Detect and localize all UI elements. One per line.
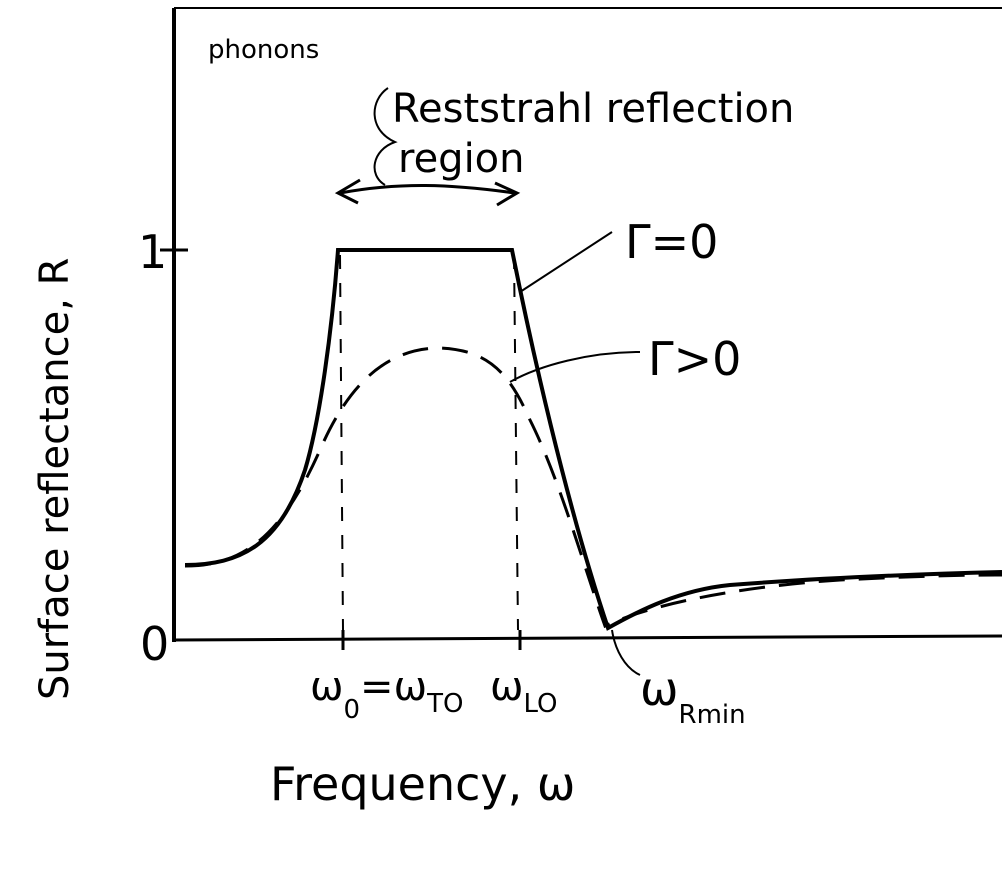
- x-axis: [173, 634, 1002, 642]
- marker-symbol: =ω: [360, 664, 427, 710]
- region-arrow: [339, 184, 516, 195]
- guide-line: [339, 254, 344, 631]
- marker-label: ωLO: [490, 664, 558, 719]
- y-tick-label: 1: [138, 225, 167, 279]
- marker-sub: LO: [524, 689, 558, 719]
- solid-curve: [184, 248, 1002, 631]
- bracket: [373, 87, 398, 186]
- region-label: region: [398, 136, 525, 182]
- curve-label: Γ=0: [625, 215, 718, 269]
- dashed-curve: [184, 346, 1002, 629]
- y-axis-label: Surface reflectance, R: [32, 258, 78, 700]
- marker-sub: Rmin: [679, 700, 746, 730]
- marker-symbol: ω: [310, 664, 344, 710]
- guide-line: [513, 254, 519, 631]
- curve-label: Γ>0: [648, 332, 741, 386]
- x-axis-label: Frequency, ω: [270, 757, 575, 811]
- marker-sub: 0: [344, 695, 361, 725]
- leader-line: [519, 231, 613, 293]
- corner-label: phonons: [208, 35, 319, 65]
- marker-label: ωRmin: [640, 662, 746, 730]
- marker-symbol: ω: [640, 662, 679, 716]
- arrow-heads: [334, 178, 521, 207]
- region-label: Reststrahl reflection: [392, 86, 794, 132]
- marker-label: ω0=ωTO: [310, 664, 463, 725]
- y-tick-label: 0: [140, 617, 169, 671]
- leader-line: [611, 629, 641, 676]
- marker-sub: TO: [426, 689, 463, 719]
- marker-symbol: ω: [490, 664, 524, 710]
- leader-line: [509, 351, 641, 383]
